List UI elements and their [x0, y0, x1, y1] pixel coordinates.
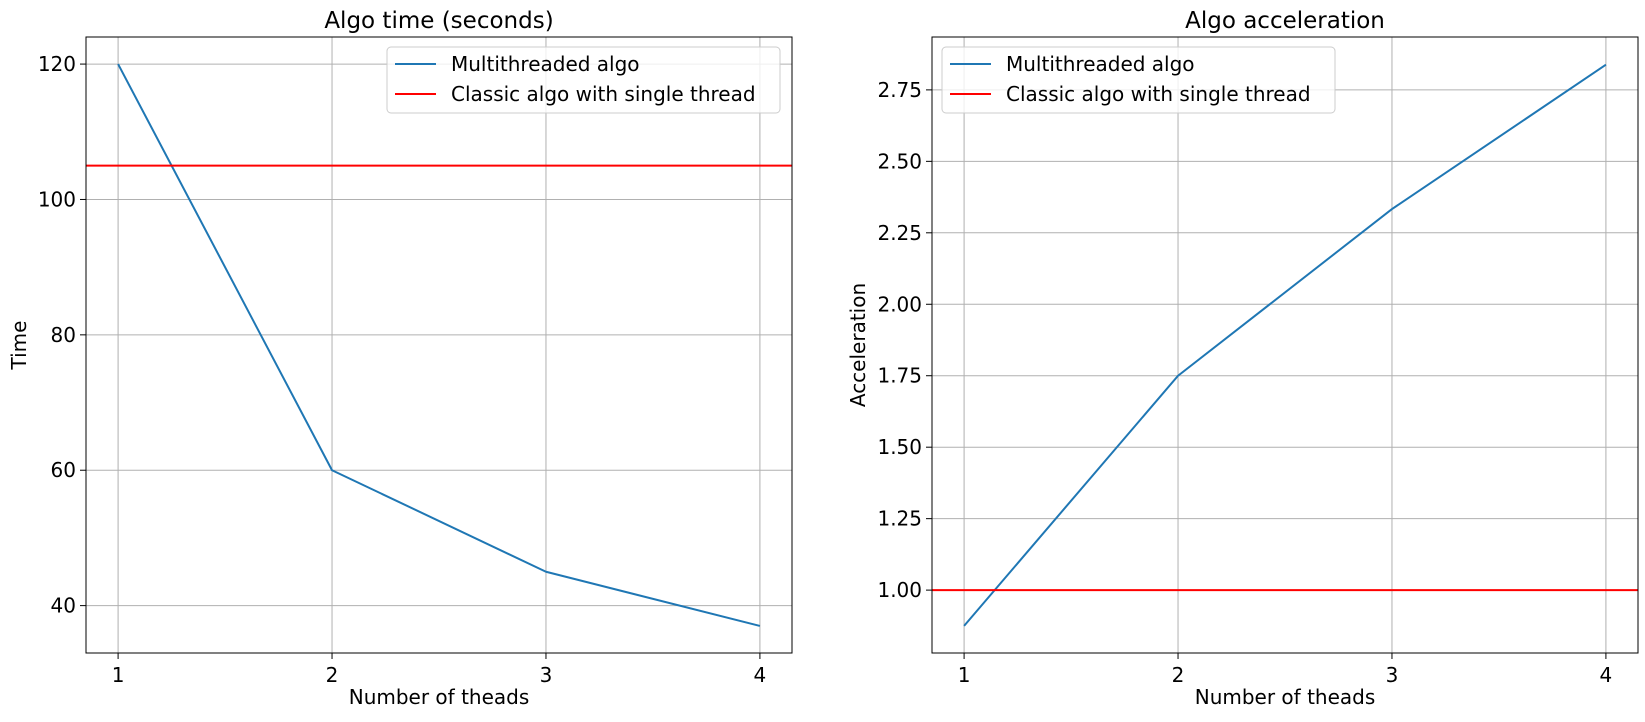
legend-label: Classic algo with single thread	[1006, 82, 1311, 106]
y-tick-label: 1.25	[877, 507, 922, 531]
chart-title: Algo time (seconds)	[324, 8, 553, 34]
y-tick-label: 2.25	[877, 221, 922, 245]
x-axis-label: Number of theads	[1195, 685, 1376, 709]
x-tick-label: 4	[1600, 663, 1613, 687]
y-tick-label: 80	[51, 323, 76, 347]
x-tick-label: 3	[540, 663, 553, 687]
y-axis-label: Time	[7, 321, 31, 371]
axes-frame	[86, 37, 792, 653]
legend: Multithreaded algo Classic algo with sing…	[387, 47, 780, 113]
x-tick-label: 2	[326, 663, 339, 687]
y-tick-label: 120	[38, 52, 76, 76]
y-tick-label: 40	[51, 594, 76, 618]
chart-title: Algo acceleration	[1185, 8, 1385, 34]
x-axis-label: Number of theads	[349, 685, 530, 709]
axes-frame	[932, 37, 1638, 653]
legend-label: Classic algo with single thread	[451, 82, 756, 106]
y-tick-label: 60	[51, 458, 76, 482]
x-tick-label: 1	[112, 663, 125, 687]
y-tick-label: 2.00	[877, 292, 922, 316]
series-line-multithreaded	[964, 65, 1606, 626]
x-tick-label: 4	[754, 663, 767, 687]
y-tick-label: 100	[38, 187, 76, 211]
x-tick-label: 3	[1386, 663, 1399, 687]
x-tick-label: 2	[1172, 663, 1185, 687]
chart-panel-2: 1 2 3 4 1.00 1.25 1.50 1.75 2.00 2.25 2.50 2.75 Algo…	[846, 8, 1638, 709]
plot-area	[932, 65, 1638, 626]
plot-area	[86, 64, 792, 626]
y-tick-label: 2.75	[877, 78, 922, 102]
y-tick-label: 1.50	[877, 435, 922, 459]
y-tick-label: 2.50	[877, 149, 922, 173]
series-line-multithreaded	[118, 64, 760, 626]
legend: Multithreaded algo Classic algo with sing…	[942, 47, 1335, 113]
x-tick-label: 1	[958, 663, 971, 687]
y-tick-label: 1.00	[877, 578, 922, 602]
y-axis-label: Acceleration	[846, 283, 870, 407]
legend-label: Multithreaded algo	[1006, 52, 1195, 76]
y-tick-label: 1.75	[877, 364, 922, 388]
chart-panel-1: 1 2 3 4 40 60 80 100 120 Algo time (seconds) Numbe…	[7, 8, 792, 709]
legend-label: Multithreaded algo	[451, 52, 640, 76]
